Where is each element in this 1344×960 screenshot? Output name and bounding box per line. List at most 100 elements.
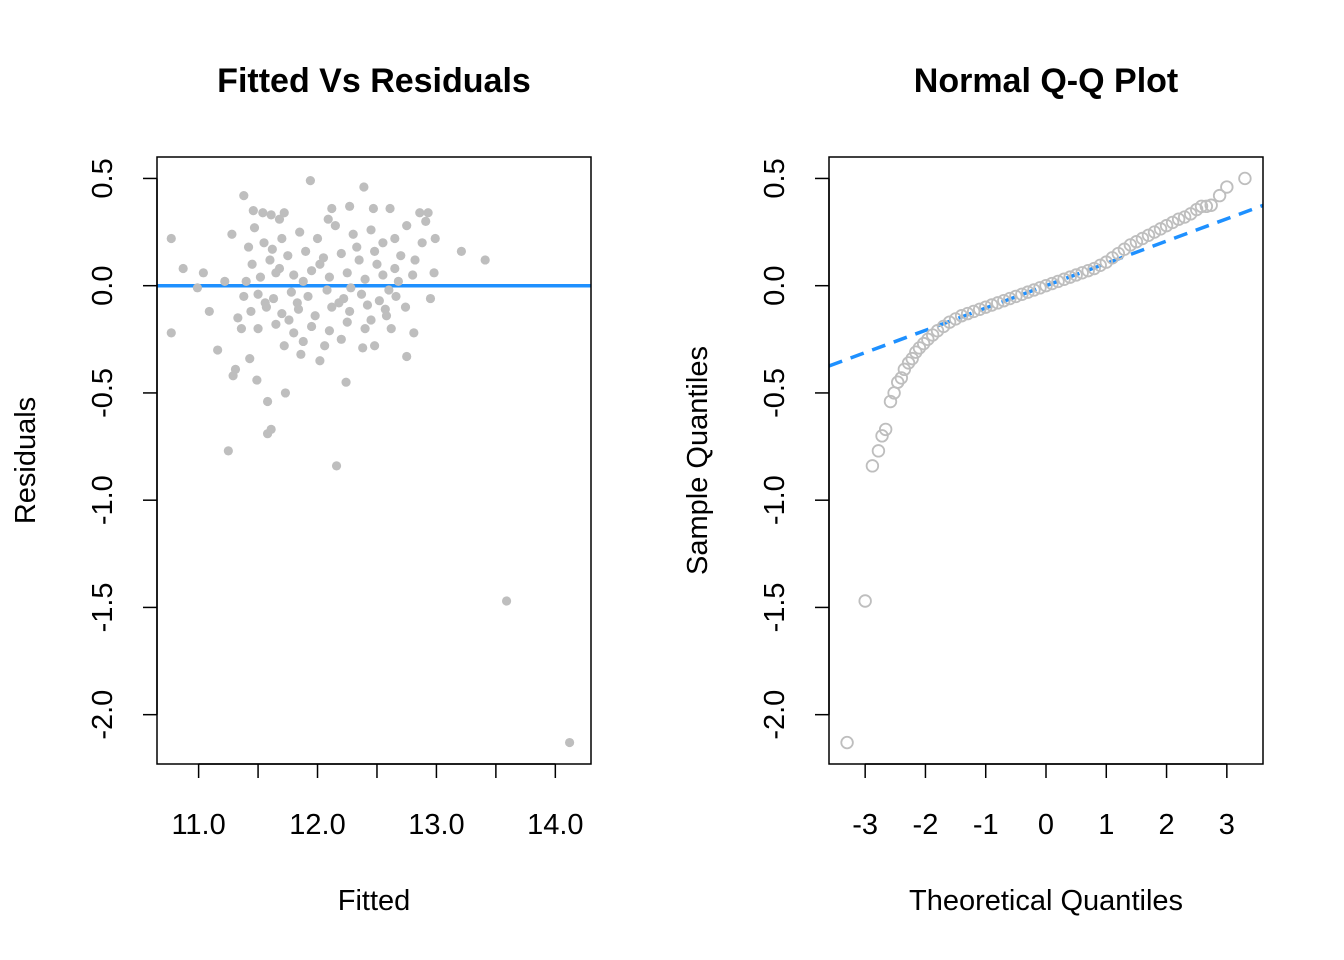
data-point [213, 345, 223, 355]
data-point [960, 306, 975, 321]
data-point [905, 351, 919, 366]
y-tick-label: -1.5 [87, 582, 119, 632]
data-point [878, 422, 893, 437]
data-point [239, 291, 249, 302]
x-tick-label: 11.0 [171, 809, 225, 841]
data-point [1212, 188, 1227, 203]
data-point [327, 302, 337, 312]
data-point [421, 216, 431, 226]
y-tick-label: -1.5 [759, 582, 791, 632]
y-tick-label: -1.0 [87, 475, 119, 525]
data-point [265, 255, 275, 265]
x-tick-label: -2 [913, 809, 939, 841]
data-point [359, 182, 369, 192]
data-point [341, 377, 351, 387]
data-point [289, 270, 299, 280]
data-point [327, 203, 337, 214]
data-point [330, 221, 340, 231]
data-point [334, 298, 344, 308]
data-point [408, 270, 418, 280]
data-point [315, 356, 325, 366]
data-point [1238, 171, 1252, 186]
data-point [241, 276, 251, 287]
data-point [909, 345, 923, 359]
data-point [306, 321, 317, 332]
data-point [1171, 212, 1186, 226]
data-point [286, 287, 296, 297]
data-point [1045, 276, 1059, 291]
data-point [277, 233, 287, 244]
data-point [954, 309, 969, 323]
data-point [198, 268, 208, 278]
data-point [501, 596, 512, 606]
data-point [266, 210, 276, 220]
data-point [1009, 289, 1023, 304]
data-point [246, 306, 256, 317]
chart-title: Normal Q-Q Plot [914, 62, 1178, 100]
data-point [564, 737, 575, 748]
data-point [292, 298, 302, 308]
data-point [901, 356, 916, 370]
data-point [348, 229, 358, 239]
data-point [345, 201, 355, 211]
data-point [233, 313, 243, 323]
data-point [1051, 274, 1065, 289]
data-point [274, 214, 285, 224]
x-axis-label: Theoretical Quantiles [909, 885, 1183, 917]
data-point [456, 246, 466, 256]
data-point [248, 206, 258, 216]
data-point [284, 315, 294, 325]
data-point [296, 349, 306, 359]
data-point [298, 336, 308, 347]
y-tick-label: 0.0 [759, 266, 791, 306]
data-point [204, 306, 214, 317]
data-points [840, 171, 1252, 750]
data-point [991, 296, 1005, 310]
data-point [369, 341, 380, 351]
data-point [400, 302, 411, 312]
data-point [243, 242, 254, 252]
data-point [253, 289, 263, 299]
data-point [1194, 199, 1209, 214]
data-point [997, 294, 1011, 308]
y-tick-label: -0.5 [759, 368, 791, 418]
data-point [301, 246, 311, 256]
data-point [354, 255, 364, 265]
data-point [315, 259, 325, 269]
data-point [368, 203, 379, 214]
data-point [306, 266, 317, 276]
data-point [912, 341, 927, 355]
data-point [1199, 199, 1214, 214]
data-point [979, 300, 993, 314]
data-point [425, 293, 436, 304]
normal-qq-panel: Normal Q-Q Plot Theoretical Quantiles Samp… [682, 62, 1264, 917]
x-tick-label: 12.0 [289, 809, 345, 841]
y-tick-label: -2.0 [87, 690, 119, 740]
data-point [1075, 266, 1089, 280]
data-point [393, 276, 403, 287]
data-point [192, 283, 203, 293]
data-point [374, 296, 384, 306]
x-tick-label: 3 [1219, 809, 1235, 841]
data-point [236, 323, 247, 334]
data-point [252, 375, 262, 385]
data-point [366, 315, 376, 325]
data-point [1069, 268, 1083, 282]
data-point [312, 233, 323, 244]
y-axis-label: Sample Quantiles [682, 346, 714, 575]
x-tick-label: 2 [1158, 809, 1174, 841]
data-point [336, 248, 346, 259]
data-point [295, 227, 305, 237]
data-point [409, 328, 419, 338]
data-point [858, 594, 872, 608]
data-point [356, 289, 367, 299]
data-point [262, 396, 273, 407]
data-point [391, 291, 401, 302]
data-point [178, 263, 188, 274]
data-point [346, 283, 356, 293]
plot-frame [828, 156, 1264, 765]
data-point [247, 259, 257, 269]
chart-title: Fitted Vs Residuals [217, 62, 531, 100]
data-point [323, 214, 333, 224]
data-point [423, 208, 433, 218]
